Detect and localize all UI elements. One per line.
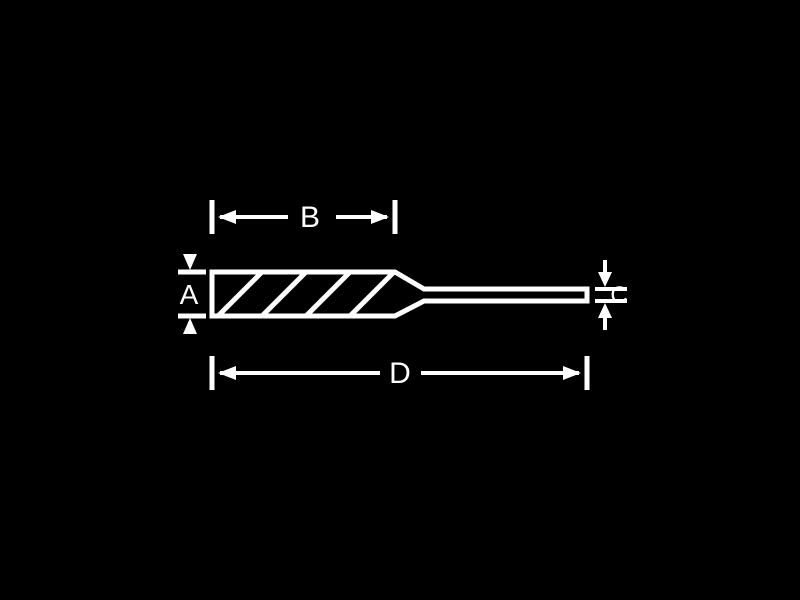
dimension-d: D: [212, 356, 587, 390]
label-c: C: [610, 282, 627, 309]
label-a: A: [180, 279, 199, 310]
hatching: [218, 272, 394, 316]
label-b: B: [300, 201, 320, 234]
dimension-c: C: [595, 260, 628, 330]
dimension-b: B: [212, 200, 395, 234]
label-d: D: [389, 357, 411, 390]
dimension-a: A: [178, 254, 206, 334]
technical-diagram: B A C D: [0, 0, 800, 600]
